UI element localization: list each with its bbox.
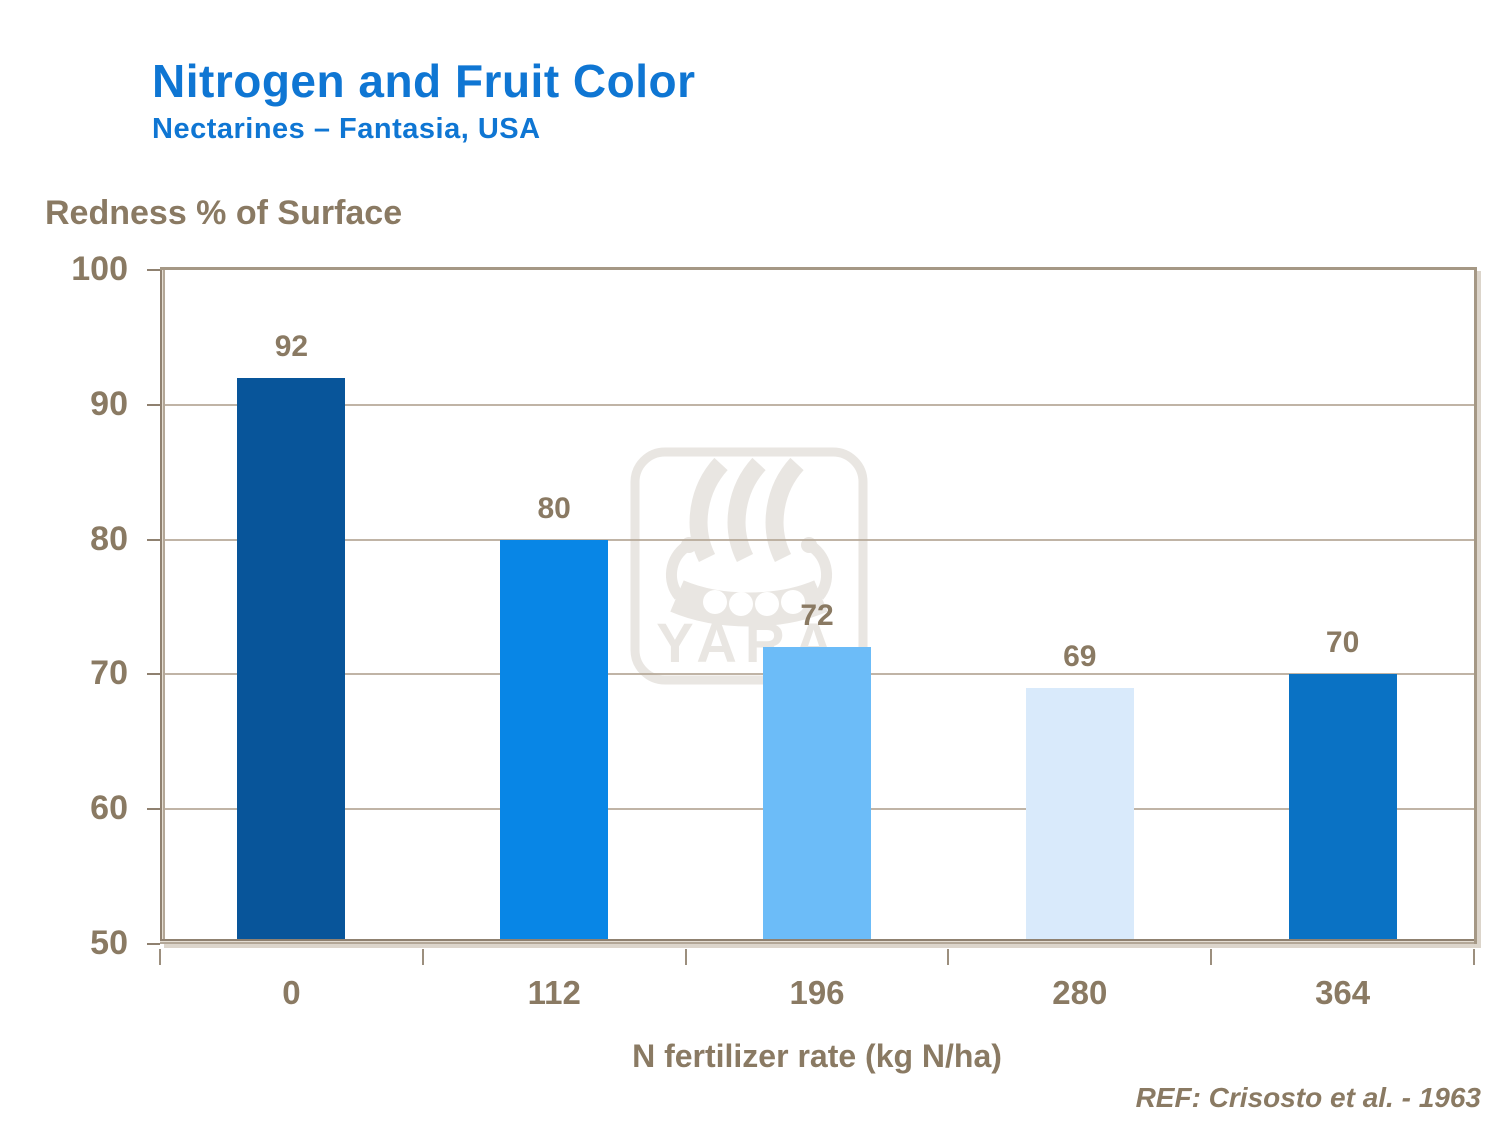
chart-subtitle: Nectarines – Fantasia, USA <box>152 112 541 145</box>
x-axis-tick-label: 112 <box>527 974 581 1011</box>
x-axis-tick-label: 280 <box>1052 974 1108 1011</box>
watermark-border <box>630 447 868 685</box>
x-axis-tick-label: 0 <box>282 974 301 1011</box>
x-axis-tick <box>159 949 161 965</box>
chart-title: Nitrogen and Fruit Color <box>152 55 696 107</box>
y-axis-tick <box>147 808 160 811</box>
y-axis-tick-label: 60 <box>90 789 128 828</box>
bar <box>1288 674 1397 944</box>
bar-value-label: 70 <box>1325 626 1360 660</box>
y-axis-tick-label: 100 <box>71 250 128 288</box>
bar-value-label: 72 <box>800 599 834 633</box>
y-axis-tick-label: 80 <box>90 519 128 558</box>
y-axis-title: Redness % of Surface <box>45 194 403 232</box>
y-axis-tick <box>147 403 160 406</box>
bar-value-label: 69 <box>1063 639 1097 673</box>
bar <box>1025 687 1134 944</box>
x-axis-line <box>160 939 1474 944</box>
x-axis-tick-label: 196 <box>789 974 845 1011</box>
bar <box>237 377 346 944</box>
chart-header: Nitrogen and Fruit Color Nectarines – Fa… <box>152 56 696 146</box>
plot-area: YARA 100 90 80 70 60 50 92 0 80 112 72 196 69 280 70 36… <box>71 250 1477 1011</box>
gridline <box>160 403 1474 406</box>
gridline <box>160 538 1474 541</box>
x-axis-tick <box>421 949 424 965</box>
bar <box>500 539 609 944</box>
x-axis-title: N fertilizer rate (kg N/ha) <box>632 1038 1002 1074</box>
x-axis-tick <box>684 949 687 965</box>
y-axis-tick-label: 50 <box>90 924 128 962</box>
y-axis-tick-label: 70 <box>90 654 128 693</box>
y-axis-line <box>160 270 165 944</box>
viking-ship-icon <box>665 457 833 627</box>
x-axis-tick-label: 364 <box>1315 974 1371 1011</box>
y-axis-tick-label: 90 <box>90 384 128 423</box>
bar-value-label: 80 <box>537 491 571 525</box>
y-axis-tick <box>147 269 160 271</box>
x-axis-tick <box>1473 949 1475 965</box>
y-axis-tick <box>147 673 160 676</box>
y-axis-tick <box>147 943 160 945</box>
y-axis-tick <box>147 538 160 541</box>
bar <box>763 647 871 944</box>
x-axis-tick <box>947 949 950 965</box>
reference-note: REF: Crisosto et al. - 1963 <box>1135 1082 1481 1113</box>
x-axis-tick <box>1210 949 1213 965</box>
bar-value-label: 92 <box>274 329 309 363</box>
